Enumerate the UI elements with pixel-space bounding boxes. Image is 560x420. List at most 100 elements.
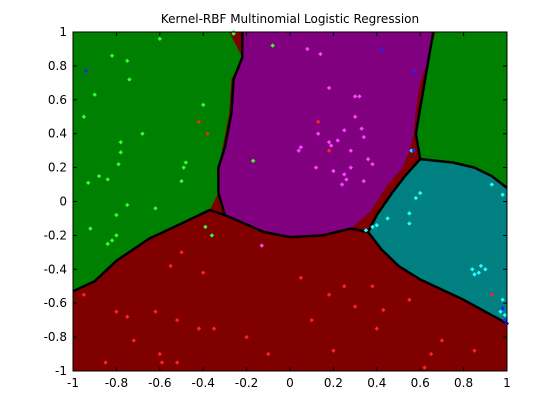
region-teal [368,159,507,324]
x-tick-label: 1 [503,376,511,390]
y-tick-label: 0.8 [48,59,67,73]
data-point [103,360,108,365]
data-point [439,338,445,343]
data-point [407,211,412,216]
data-point [88,226,93,231]
y-tick-label: 0 [59,195,67,209]
data-point [489,292,495,297]
data-point [196,326,202,331]
data-point [179,250,184,255]
data-point [370,224,375,230]
y-tick-label: 0.2 [48,161,67,175]
data-point [316,131,321,136]
data-point [266,351,271,357]
boundary-purple-greenright [414,31,508,189]
x-tick-label: -1 [67,376,79,390]
data-point [326,139,332,145]
x-tick-label: -0.8 [105,376,128,390]
data-point [81,114,87,119]
y-tick-label: 0.4 [48,127,67,141]
data-point [361,134,366,140]
data-point [114,212,119,218]
data-point [411,68,416,74]
data-point [203,224,208,230]
data-point [114,233,119,238]
y-tick-label: -1 [55,364,67,378]
region-purple [218,32,434,238]
data-point [335,138,340,143]
data-point [118,139,123,145]
data-point [470,267,475,272]
data-point [153,309,158,314]
data-point [298,275,304,280]
data-point [411,148,416,153]
data-point [196,119,202,125]
data-point [179,178,184,184]
x-tick-label: -0.6 [148,376,171,390]
data-point [153,206,158,211]
data-point [270,43,275,48]
data-point [478,263,484,269]
data-point [259,243,264,248]
data-point [428,351,434,357]
data-point [363,228,369,233]
data-point [374,326,379,331]
data-point [326,85,332,91]
data-point [331,168,336,174]
x-tick-label: 0.8 [454,376,473,390]
data-point [359,126,364,131]
data-point [209,233,215,238]
boundary-green-purple [217,32,369,239]
data-point [85,180,91,186]
data-point [489,182,495,187]
data-point [318,51,323,57]
data-point [502,317,508,323]
data-point [296,148,301,153]
data-point [174,317,180,323]
data-point [326,148,332,153]
data-point [96,173,102,179]
data-point [385,216,390,221]
data-point [316,119,321,125]
data-point [422,365,427,370]
data-point [174,360,180,365]
data-point [125,202,130,208]
boundary-red-green [72,208,226,293]
data-point [502,312,508,318]
y-tick-label: -0.8 [44,330,67,344]
data-point [211,326,217,331]
region-green-right [415,32,507,188]
data-point [109,53,115,58]
y-tick-label: -0.4 [44,262,67,276]
data-point [114,309,119,314]
data-point [205,131,210,136]
data-point [500,192,505,197]
data-point [407,221,412,226]
decision-boundaries [72,31,508,325]
y-axis-ticks: 1 0.8 0.6 0.4 0.2 0 -0.2 -0.4 -0.6 -0.8 -1 [44,25,507,378]
x-tick-label: 0.2 [324,376,343,390]
region-green-left [73,32,243,292]
data-point [378,46,384,52]
data-point [140,131,145,136]
data-point [83,68,89,74]
data-point [313,165,319,170]
x-tick-label: -0.4 [191,376,214,390]
data-point [352,94,358,99]
data-point [339,182,345,187]
data-point [157,36,162,41]
x-tick-label: 0.6 [411,376,430,390]
data-point [498,309,503,314]
y-tick-label: 1 [59,25,67,39]
data-point [159,360,165,365]
data-point [105,241,110,247]
data-point [201,102,206,108]
data-point [344,177,349,182]
data-point [244,334,249,340]
data-point [370,162,375,167]
data-point [105,177,110,182]
data-point [329,143,334,148]
data-point [413,195,419,201]
data-point [472,348,477,353]
